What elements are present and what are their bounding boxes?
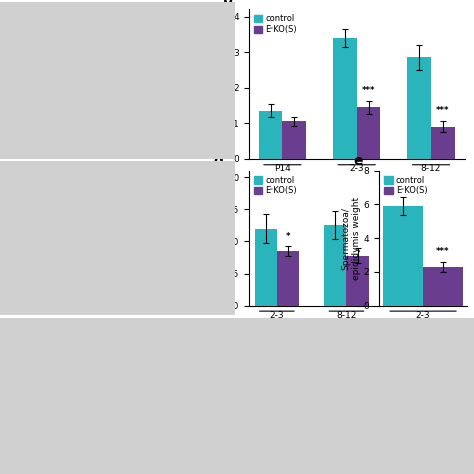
- Y-axis label: Epididymis/
body weight (mg/g): Epididymis/ body weight (mg/g): [202, 193, 222, 283]
- Bar: [324, 225, 346, 306]
- Text: ***: ***: [362, 86, 375, 95]
- Text: *: *: [286, 231, 290, 240]
- Text: b: b: [223, 0, 233, 7]
- Bar: [431, 127, 455, 159]
- Bar: [283, 121, 306, 159]
- Text: d: d: [214, 154, 224, 168]
- Bar: [423, 267, 463, 306]
- Y-axis label: Testis/
body weight (mg/g): Testis/ body weight (mg/g): [211, 39, 230, 129]
- Y-axis label: Spermatozoa/
epididymis weight: Spermatozoa/ epididymis weight: [342, 197, 361, 280]
- Legend: control, EᶜKO(S): control, EᶜKO(S): [383, 175, 428, 196]
- Bar: [383, 206, 423, 306]
- Text: ***: ***: [436, 107, 449, 116]
- Bar: [255, 228, 277, 306]
- Bar: [259, 111, 283, 159]
- Legend: control, EᶜKO(S): control, EᶜKO(S): [253, 175, 298, 196]
- Legend: control, EᶜKO(S): control, EᶜKO(S): [253, 14, 298, 35]
- Bar: [277, 251, 299, 306]
- Text: ***: ***: [436, 247, 450, 256]
- Bar: [346, 255, 369, 306]
- Bar: [333, 38, 356, 159]
- Bar: [356, 107, 381, 159]
- Bar: [407, 57, 431, 159]
- Text: e: e: [353, 154, 363, 168]
